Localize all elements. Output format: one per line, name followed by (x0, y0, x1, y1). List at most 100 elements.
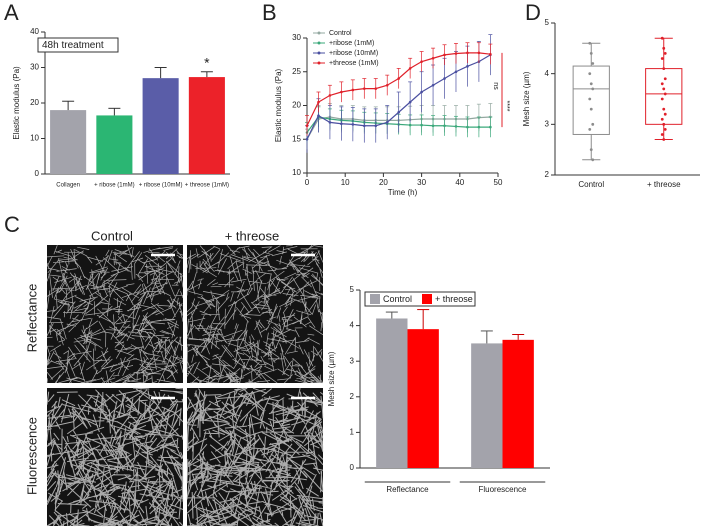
panel-letter: A (4, 0, 19, 25)
y-tick-label: 20 (292, 101, 301, 110)
y-tick-label: 0 (35, 169, 40, 178)
x-tick-label: Collagen (56, 183, 80, 189)
point (662, 67, 666, 70)
point (660, 97, 664, 101)
legend-swatch (422, 294, 432, 304)
image-row-label: Fluorescence (24, 417, 39, 495)
point (660, 117, 664, 121)
point (588, 127, 592, 131)
annotation: **** (503, 101, 510, 112)
x-tick-label: Control (578, 180, 604, 189)
y-tick-label: 10 (292, 168, 301, 177)
bar (142, 78, 179, 174)
point (662, 46, 666, 50)
y-tick-label: 15 (292, 134, 301, 143)
point (591, 158, 595, 162)
x-tick-label: 50 (494, 178, 503, 187)
point (588, 41, 592, 45)
legend-label: +ribose (1mM) (329, 40, 374, 47)
x-tick-label: + threose (1mM) (185, 183, 229, 189)
bar (471, 343, 503, 468)
x-tick-label: 10 (341, 178, 350, 187)
y-tick-label: 30 (292, 33, 301, 42)
bar (96, 115, 133, 174)
legend-swatch (370, 294, 380, 304)
legend-marker (317, 31, 321, 35)
fibers (46, 245, 184, 384)
point (589, 52, 593, 55)
panel-letter: C (4, 212, 20, 237)
y-axis-label: Mesh size (µm) (327, 351, 336, 406)
box (645, 68, 683, 125)
point (591, 122, 595, 126)
bar (50, 110, 87, 174)
y-tick-label: 20 (30, 98, 39, 107)
fibers (46, 387, 184, 527)
x-tick-label: 30 (417, 178, 426, 187)
point (589, 82, 593, 86)
series-line (306, 52, 491, 127)
point (663, 127, 667, 131)
annotation: ns (492, 82, 499, 90)
point (660, 36, 664, 40)
point (663, 112, 667, 116)
fibers (186, 387, 324, 527)
title-box (37, 37, 119, 53)
image-row-label: Reflectance (24, 284, 39, 353)
x-tick-label: + ribose (10mM) (139, 183, 183, 189)
y-tick-label: 1 (350, 428, 355, 437)
y-tick-label: 3 (350, 356, 355, 365)
point (662, 107, 666, 111)
legend-label: Control (329, 30, 352, 37)
y-axis-label: Elastic modulus (Pa) (12, 66, 21, 140)
fibers (186, 244, 324, 384)
point (591, 62, 595, 65)
y-tick-label: 5 (350, 285, 355, 294)
x-axis-label: Time (h) (388, 188, 418, 197)
point (589, 148, 593, 152)
y-tick-label: 40 (30, 27, 39, 36)
y-tick-label: 2 (350, 392, 355, 401)
y-tick-label: 3 (545, 119, 550, 128)
point (663, 77, 667, 81)
chart-title: 48h treatment (42, 40, 104, 51)
panel-letter: D (525, 0, 541, 25)
bar (502, 339, 534, 468)
y-tick-label: 25 (292, 67, 301, 76)
y-tick-label: 2 (545, 170, 550, 179)
bar (376, 318, 408, 468)
legend-label: + threose (435, 294, 473, 304)
legend-label: Control (383, 294, 412, 304)
y-tick-label: 4 (545, 69, 550, 78)
point (662, 138, 666, 141)
y-axis-label: Mesh size (µm) (522, 71, 531, 126)
x-tick-label: 20 (379, 178, 388, 187)
image-column-label: Control (91, 228, 133, 243)
bar (407, 329, 439, 468)
x-tick-label: Reflectance (386, 485, 429, 494)
y-tick-label: 5 (545, 18, 550, 27)
point (591, 87, 595, 91)
point (589, 107, 593, 111)
legend-label: +ribose (10mM) (329, 50, 378, 57)
point (663, 52, 667, 55)
x-tick-label: + ribose (1mM) (94, 183, 135, 189)
x-tick-label: 0 (305, 178, 310, 187)
x-tick-label: 40 (455, 178, 464, 187)
point (660, 133, 664, 136)
y-tick-label: 30 (30, 63, 39, 72)
series-line (306, 54, 491, 140)
y-tick-label: 4 (350, 321, 355, 330)
x-tick-label: + threose (647, 180, 681, 189)
x-tick-label: Fluorescence (478, 485, 527, 494)
y-tick-label: 0 (350, 463, 355, 472)
point (588, 72, 592, 76)
micrographs (46, 244, 324, 527)
panel-letter: B (262, 0, 277, 25)
point (662, 87, 666, 91)
legend-marker (317, 41, 321, 45)
box (572, 65, 610, 135)
point (663, 92, 667, 96)
image-column-label: + threose (225, 228, 280, 243)
